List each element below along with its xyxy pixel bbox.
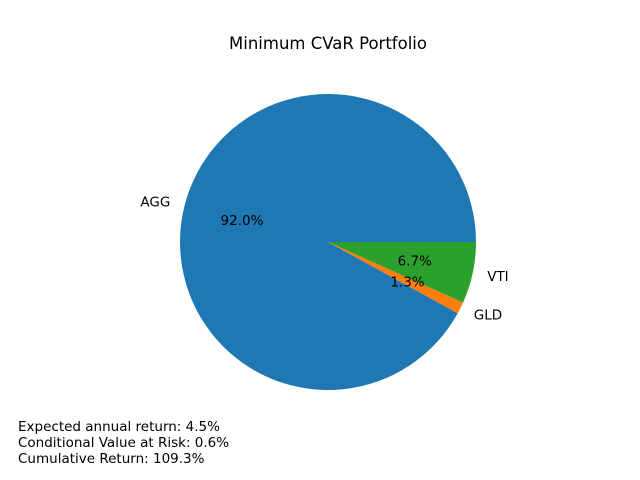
slice-label-gld: GLD: [474, 308, 502, 324]
pie-slice-vti: [328, 242, 476, 303]
cvar-text: Conditional Value at Risk: 0.6%: [18, 435, 230, 451]
slice-pct-agg: 92.0%: [221, 213, 264, 229]
portfolio-stats: Expected annual return: 4.5% Conditional…: [18, 419, 229, 467]
slice-label-vti: VTI: [487, 269, 508, 285]
slice-pct-gld: 1.3%: [390, 275, 424, 291]
slice-label-agg: AGG: [140, 195, 170, 211]
pie-slice-agg: [180, 94, 477, 391]
cumulative-return-text: Cumulative Return: 109.3%: [18, 451, 205, 467]
chart-title: Minimum CVaR Portfolio: [229, 34, 427, 53]
expected-return-text: Expected annual return: 4.5%: [18, 419, 220, 435]
slice-pct-vti: 6.7%: [398, 254, 432, 270]
pie-slice-gld: [328, 242, 464, 314]
